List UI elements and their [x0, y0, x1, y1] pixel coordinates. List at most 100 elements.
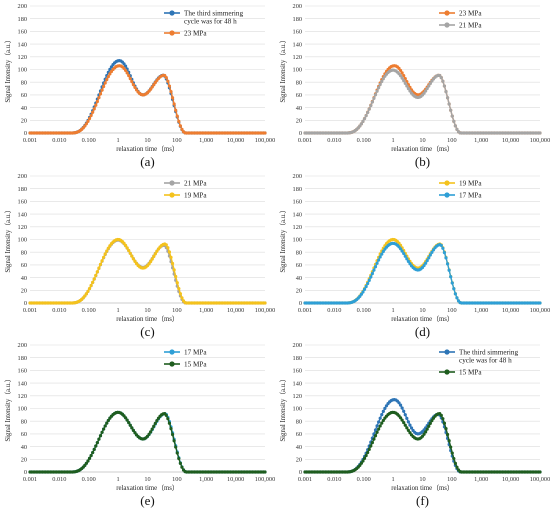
x-tick-label: 0.100 — [82, 307, 96, 314]
data-point — [406, 420, 410, 424]
legend-swatch-marker — [444, 10, 450, 16]
data-point — [102, 84, 106, 89]
series-line — [30, 239, 265, 304]
data-point — [91, 450, 95, 455]
legend-swatch-marker — [169, 192, 175, 198]
data-point — [378, 416, 382, 420]
data-point — [375, 89, 379, 93]
data-point — [174, 274, 178, 279]
series-2 — [303, 241, 542, 305]
series-line — [305, 238, 540, 304]
data-point — [453, 124, 457, 128]
x-tick-label: 0.001 — [298, 476, 312, 483]
data-point — [369, 104, 373, 108]
legend-swatch-marker — [444, 22, 450, 28]
series-2 — [28, 64, 267, 135]
y-tick-label: 40 — [21, 105, 27, 112]
panel-label: (f) — [416, 493, 429, 508]
data-point — [105, 421, 109, 425]
data-point — [406, 428, 410, 432]
data-point — [84, 292, 88, 296]
data-point — [359, 122, 363, 126]
legend: 19 MPa 17 MPa — [439, 179, 482, 199]
chart-svg: 0 20 40 60 80 100 120 140 160 180 200 0.001 0.010 0.1… — [279, 173, 550, 339]
data-point — [424, 261, 428, 265]
y-axis-title: Signal Intensity（a.u.） — [279, 375, 287, 441]
data-point — [361, 459, 365, 463]
data-point — [452, 287, 456, 291]
chart-panel-f: 0 20 40 60 80 100 120 140 160 180 200 0.001 0.010 0.1… — [275, 339, 550, 509]
data-point — [455, 465, 459, 469]
data-point — [422, 263, 426, 268]
data-point — [383, 406, 387, 410]
data-point — [362, 287, 367, 291]
legend: 17 MPa 15 MPa — [164, 348, 207, 368]
y-tick-label: 100 — [18, 237, 27, 244]
data-point — [98, 434, 103, 438]
data-point — [106, 418, 110, 423]
data-point — [430, 250, 434, 254]
y-axis-title: Signal Intensity（a.u.） — [279, 206, 287, 272]
chart-svg: 0 20 40 60 80 100 120 140 160 180 200 0.001 0.010 0.1… — [4, 342, 275, 508]
x-axis-title: relaxation time（ms） — [391, 145, 453, 153]
data-point — [174, 108, 178, 112]
data-point — [445, 262, 450, 266]
data-point — [128, 76, 132, 81]
data-point — [375, 430, 379, 434]
panel-label: (d) — [415, 324, 430, 339]
y-tick-label: 180 — [293, 355, 302, 362]
y-axis-title: Signal Intensity（a.u.） — [4, 375, 12, 441]
data-point — [133, 85, 137, 90]
data-point — [84, 461, 88, 465]
data-point — [155, 419, 159, 423]
data-point — [447, 439, 451, 443]
data-point — [102, 427, 106, 431]
x-tick-label: 10 — [419, 307, 425, 314]
data-point — [444, 426, 448, 431]
data-point — [452, 119, 456, 123]
data-point — [150, 85, 154, 89]
data-point — [84, 122, 88, 126]
data-point — [108, 72, 112, 76]
y-tick-label: 80 — [21, 79, 27, 86]
x-tick-label: 1,000 — [474, 307, 488, 314]
data-point — [362, 456, 367, 460]
data-point — [424, 430, 428, 434]
x-tick-label: 10,000 — [227, 307, 244, 314]
panel-label: (e) — [140, 493, 154, 508]
data-point — [100, 88, 104, 92]
data-point — [174, 445, 178, 449]
y-tick-label: 140 — [18, 380, 27, 387]
y-tick-label: 120 — [18, 224, 27, 231]
x-tick-label: 100,000 — [530, 307, 550, 314]
data-point — [453, 461, 457, 465]
data-point — [366, 281, 370, 286]
data-point — [86, 459, 90, 463]
data-point — [405, 416, 409, 420]
data-point — [166, 79, 170, 83]
y-axis-title: Signal Intensity（a.u.） — [4, 206, 12, 272]
data-point — [373, 265, 378, 269]
data-point — [381, 77, 385, 81]
y-tick-label: 180 — [18, 186, 27, 193]
y-tick-label: 60 — [296, 92, 302, 99]
data-point — [133, 259, 137, 263]
y-tick-label: 100 — [293, 406, 302, 413]
data-point — [169, 90, 173, 94]
legend-label: The third simmering cycle was for 48 h — [184, 9, 243, 25]
data-point — [439, 76, 443, 80]
data-point — [359, 292, 363, 296]
data-point — [369, 275, 373, 279]
chart-panel-b: 0 20 40 60 80 100 120 140 160 180 200 0.001 0.010 0.1… — [275, 0, 550, 170]
data-point — [378, 82, 382, 87]
x-tick-label: 10 — [144, 307, 150, 314]
data-point — [106, 75, 110, 79]
x-tick-label: 0.001 — [23, 307, 37, 314]
data-point — [361, 290, 365, 294]
data-point — [94, 444, 98, 448]
legend: The third simmering cycle was for 48 h 15 … — [439, 348, 518, 376]
y-tick-label: 20 — [21, 288, 27, 295]
y-tick-label: 120 — [293, 224, 302, 231]
y-tick-label: 160 — [18, 199, 27, 206]
data-point — [369, 444, 373, 448]
